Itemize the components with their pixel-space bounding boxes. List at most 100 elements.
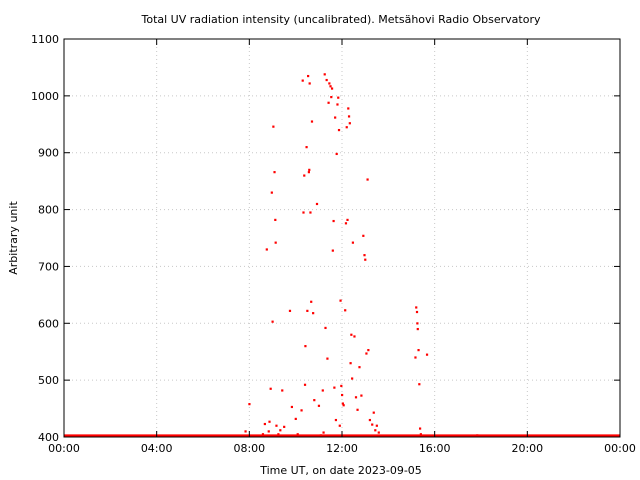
data-point (344, 309, 347, 312)
data-point (419, 433, 422, 436)
data-point (302, 211, 305, 214)
data-point (294, 417, 297, 421)
x-tick-label: 00:00 (604, 442, 636, 455)
data-point (345, 126, 348, 129)
data-point (275, 424, 278, 427)
data-point (319, 434, 322, 437)
x-tick-label: 04:00 (141, 442, 173, 455)
data-point (476, 434, 479, 437)
data-point (349, 362, 352, 365)
data-point (415, 310, 419, 314)
data-point (330, 87, 334, 90)
data-point (312, 312, 315, 315)
data-point (416, 322, 419, 325)
y-tick-label: 800 (38, 204, 59, 217)
y-tick-label: 1000 (31, 90, 59, 103)
data-point (364, 258, 367, 261)
data-point (335, 152, 338, 156)
data-point (342, 404, 345, 407)
x-tick-label: 00:00 (48, 442, 80, 455)
y-tick-label: 600 (38, 317, 59, 330)
data-point (339, 299, 342, 302)
data-point (353, 335, 356, 338)
x-tick-label: 08:00 (233, 442, 265, 455)
data-point (265, 248, 268, 251)
data-point (415, 306, 418, 309)
data-point (351, 377, 354, 380)
data-point (341, 393, 344, 397)
y-tick-label: 400 (38, 431, 59, 444)
data-point (244, 430, 247, 433)
data-point (307, 74, 310, 78)
data-point (332, 219, 335, 223)
data-point (310, 300, 313, 303)
chart-title: Total UV radiation intensity (uncalibrat… (141, 13, 541, 26)
data-point (322, 431, 325, 434)
x-tick-labels: 00:00 04:00 08:00 12:00 16:00 20:00 00:00 (48, 442, 636, 455)
data-point (418, 427, 422, 430)
data-point (344, 222, 348, 225)
data-point (334, 418, 338, 422)
data-point (416, 327, 419, 331)
data-point (306, 309, 309, 312)
data-point (305, 146, 308, 149)
data-point (367, 349, 370, 352)
data-point (326, 357, 329, 360)
data-point (363, 254, 366, 257)
data-point (358, 366, 361, 369)
data-point (360, 394, 363, 397)
data-point (274, 241, 277, 244)
data-point (315, 202, 319, 206)
data-point (350, 333, 353, 336)
data-point (325, 78, 328, 82)
data-point (374, 429, 377, 432)
data-point (371, 423, 374, 426)
axis-ticks (63, 38, 621, 438)
data-point (317, 404, 321, 407)
data-point (418, 383, 421, 386)
data-point (310, 120, 314, 123)
data-point (290, 405, 294, 409)
data-point (328, 82, 331, 85)
y-tick-label: 500 (38, 374, 59, 387)
y-tick-label: 1100 (31, 33, 59, 46)
data-point (337, 128, 341, 132)
data-point (330, 95, 333, 99)
data-point (329, 85, 332, 88)
data-point (309, 211, 312, 214)
data-point (277, 433, 280, 436)
y-axis-label: Arbitrary unit (7, 201, 20, 275)
data-point (425, 353, 429, 356)
grid-lines (64, 39, 620, 437)
data-point (323, 73, 326, 76)
data-point (261, 433, 265, 436)
x-axis-label: Time UT, on date 2023-09-05 (259, 464, 422, 477)
data-point (308, 82, 311, 85)
data-point (313, 399, 316, 402)
plot-frame (63, 38, 621, 438)
data-point (341, 402, 344, 405)
data-point (272, 125, 275, 128)
data-point (372, 411, 375, 414)
y-tick-label: 700 (38, 260, 59, 273)
data-point (351, 241, 355, 244)
data-point (336, 103, 339, 106)
data-point (337, 96, 340, 99)
data-point (354, 396, 358, 399)
data-point (248, 403, 251, 406)
data-point (263, 422, 266, 426)
data-point (338, 424, 341, 427)
x-tick-label: 16:00 (419, 442, 451, 455)
data-point (368, 418, 371, 422)
data-point (366, 178, 369, 181)
data-point (279, 429, 282, 432)
data-point (304, 345, 307, 348)
x-tick-label: 12:00 (326, 442, 358, 455)
data-point (283, 425, 286, 428)
data-point (271, 320, 274, 323)
data-point (333, 386, 336, 389)
data-point (307, 171, 310, 174)
data-point (300, 409, 303, 412)
